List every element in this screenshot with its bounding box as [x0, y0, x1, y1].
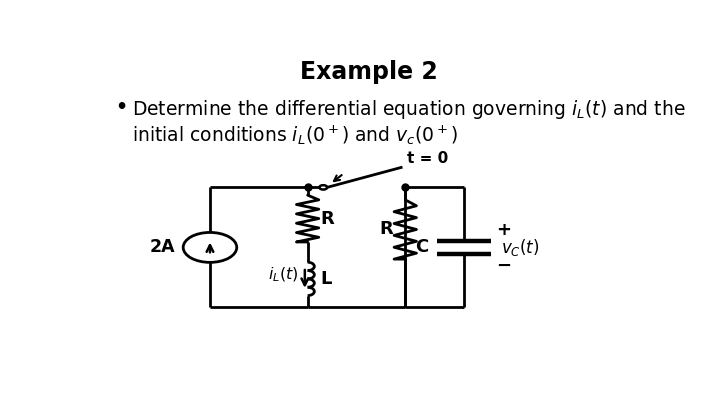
Text: •: • — [115, 98, 127, 117]
Text: Example 2: Example 2 — [300, 60, 438, 83]
Text: L: L — [320, 270, 331, 288]
Text: +: + — [496, 221, 511, 239]
Text: $i_L(t)$: $i_L(t)$ — [268, 266, 298, 284]
Text: R: R — [320, 209, 333, 228]
Text: C: C — [415, 239, 428, 256]
Text: −: − — [496, 257, 511, 275]
Text: Determine the differential equation governing $i_L(t)$ and the: Determine the differential equation gove… — [132, 98, 685, 121]
Text: initial conditions $i_L(0^+)$ and $v_c(0^+)$: initial conditions $i_L(0^+)$ and $v_c(0… — [132, 124, 458, 147]
Text: 2A: 2A — [149, 239, 175, 256]
Text: R: R — [379, 220, 393, 239]
Text: t = 0: t = 0 — [407, 151, 448, 166]
Text: $v_C(t)$: $v_C(t)$ — [500, 237, 539, 258]
